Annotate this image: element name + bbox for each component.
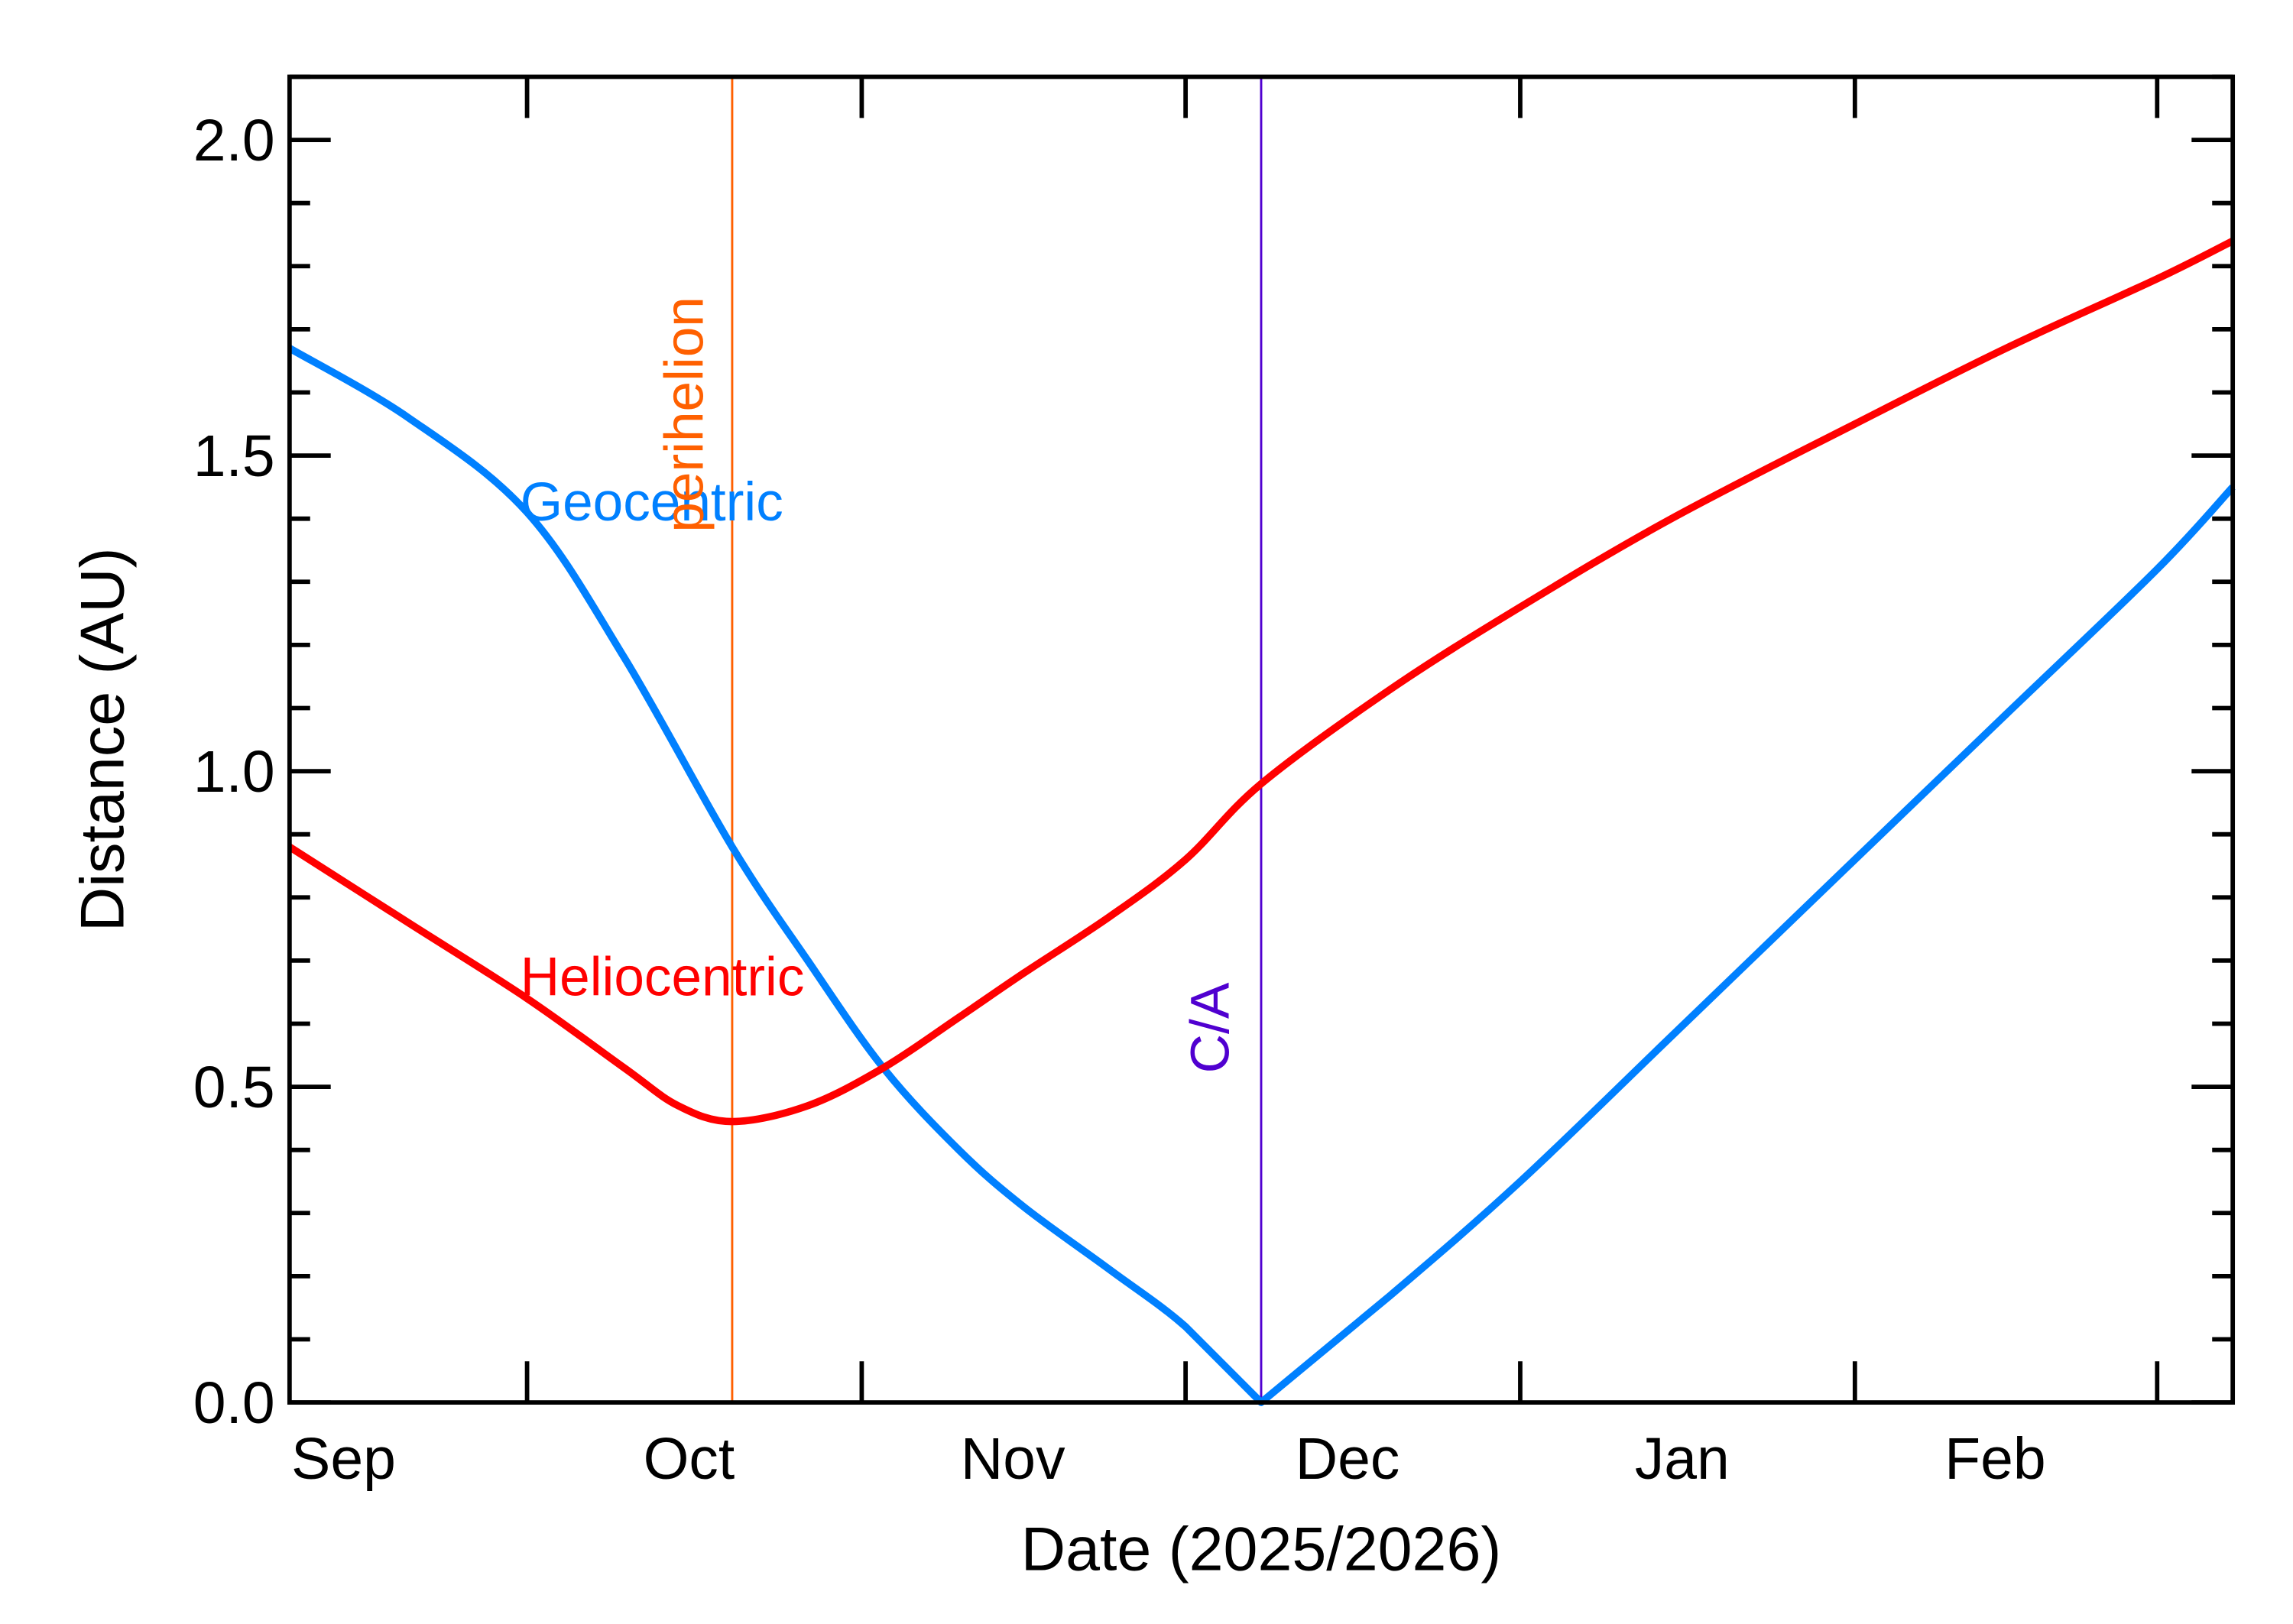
marker-label-perihelion: perihelion xyxy=(654,297,715,533)
y-tick-label: 2.0 xyxy=(193,108,275,173)
marker-label-ca: C/A xyxy=(1181,982,1241,1073)
y-tick-label: 1.0 xyxy=(193,739,275,805)
plot-frame xyxy=(287,74,2236,1405)
y-tick-label: 0.5 xyxy=(193,1055,275,1120)
series-line-heliocentric xyxy=(287,237,2235,1126)
x-tick-label: Jan xyxy=(1635,1426,1730,1492)
x-tick-label: Oct xyxy=(644,1426,735,1492)
x-tick-label: Feb xyxy=(1944,1426,2046,1492)
y-axis-title: Distance (AU) xyxy=(69,548,138,932)
x-tick-label: Dec xyxy=(1296,1426,1400,1492)
x-tick-label: Sep xyxy=(291,1426,396,1492)
y-tick-label: 1.5 xyxy=(193,423,275,489)
x-tick-label: Nov xyxy=(961,1426,1065,1492)
series-label-geocentric: Geocentric xyxy=(521,472,783,533)
y-tick-label: 0.0 xyxy=(193,1370,275,1436)
series-line-geocentric xyxy=(287,345,2236,1406)
x-axis-title: Date (2025/2026) xyxy=(1021,1515,1502,1583)
series-label-heliocentric: Heliocentric xyxy=(521,947,805,1007)
